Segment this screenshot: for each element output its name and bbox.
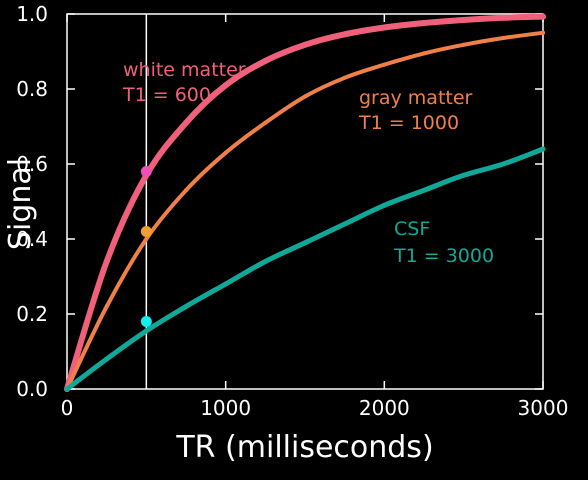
y-tick-label: 0.6 (16, 152, 48, 176)
data-point (104, 304, 109, 309)
data-point (342, 221, 348, 227)
csf-label: CSF T1 = 3000 (393, 218, 494, 267)
data-point (342, 75, 347, 80)
data-point (421, 187, 427, 193)
data-point (501, 36, 506, 40)
data-point (223, 281, 229, 287)
data-point (183, 304, 189, 309)
series-name: white matter (123, 59, 246, 81)
y-tick-label: 0.4 (16, 227, 48, 251)
data-point (302, 41, 308, 48)
data-point (262, 57, 269, 64)
gray-matter-label: gray matter T1 = 1000 (358, 87, 473, 134)
plot-frame (66, 13, 544, 390)
data-point (461, 172, 467, 178)
series-t1-value: T1 = 1000 (358, 112, 459, 134)
data-point (183, 119, 189, 126)
data-point (302, 240, 308, 246)
y-axis-label: Signal (3, 158, 38, 250)
data-point (263, 120, 268, 125)
x-axis-label: TR (milliseconds) (175, 430, 433, 465)
y-tick-label: 0.8 (16, 77, 48, 101)
series-labels: white matter T1 = 600 gray matter T1 = 1000… (122, 59, 494, 267)
series-t1-value: T1 = 600 (122, 84, 211, 106)
csf-marker (140, 316, 152, 327)
series-lines (64, 13, 546, 392)
data-point (303, 94, 307, 99)
white-matter-marker (140, 166, 152, 177)
data-point (381, 202, 387, 208)
data-point (421, 20, 427, 26)
x-tick-label: 2000 (359, 396, 410, 420)
y-tick-label: 0.0 (16, 377, 48, 401)
data-point (64, 386, 70, 392)
data-point (540, 13, 546, 20)
data-point (500, 161, 506, 167)
data-point (461, 42, 466, 47)
data-point (381, 24, 388, 31)
data-point (382, 62, 387, 67)
data-point (341, 31, 348, 38)
gray-matter-marker (140, 226, 152, 237)
data-point (144, 237, 149, 241)
x-tick-label: 1000 (200, 396, 251, 420)
data-point (500, 14, 507, 21)
data-point (422, 51, 426, 56)
x-tick-label: 3000 (518, 396, 569, 420)
tick-labels: 0 1000 2000 3000 0.0 0.2 0.4 0.6 0.8 1.0 (16, 2, 568, 420)
data-point (143, 328, 149, 334)
data-point (541, 30, 545, 35)
y-tick-label: 1.0 (16, 2, 48, 26)
x-tick-label: 0 (61, 396, 74, 420)
axes (66, 13, 544, 390)
tr-markers (140, 166, 152, 327)
series-name: CSF (394, 218, 430, 240)
y-tick-label: 0.2 (16, 302, 48, 326)
series-name: gray matter (359, 87, 473, 109)
data-point (184, 188, 188, 193)
data-point (223, 150, 228, 155)
white-matter-label: white matter T1 = 600 (122, 59, 246, 106)
series-t1-value: T1 = 3000 (393, 245, 494, 267)
data-point (103, 258, 110, 265)
data-point (222, 82, 229, 89)
data-point (540, 146, 546, 152)
data-point (460, 17, 467, 23)
data-point (262, 259, 268, 264)
data-point (104, 356, 110, 362)
